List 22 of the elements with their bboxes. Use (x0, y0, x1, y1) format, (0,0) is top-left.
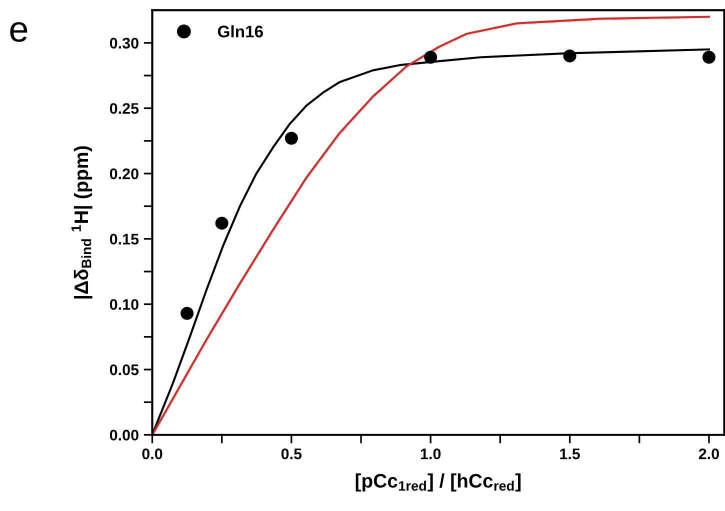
point (284, 132, 298, 145)
y-tick-label: 0.20 (110, 168, 138, 180)
legend-label: Gln16 (218, 25, 263, 38)
point (702, 50, 716, 64)
y-tick-label: 0.10 (110, 299, 138, 310)
x-tick-label: 0.0 (142, 448, 162, 460)
point (215, 216, 228, 230)
x-tick-label: 1.5 (560, 448, 580, 460)
point (424, 50, 438, 64)
y-axis-title: |Δδ$_{Bind}$ $^{1}$H| (ppm) (71, 146, 92, 298)
y-tick-label: 0.00 (110, 430, 138, 441)
x-axis-title: [pCc$_{1red}$] / [hCc$_{red}$] (356, 473, 521, 492)
text: e (10, 22, 28, 42)
y-tick-label: 0.30 (110, 38, 138, 49)
point (180, 306, 194, 320)
x-tick-label: 0.5 (281, 448, 302, 460)
x-tick-label: 2.0 (698, 448, 719, 460)
x-tick-label: 1.0 (420, 448, 441, 460)
y-tick-label: 0.05 (110, 364, 139, 376)
point (563, 49, 576, 62)
y-tick-label: 0.15 (110, 234, 139, 245)
y-tick-label: 0.25 (110, 103, 139, 114)
